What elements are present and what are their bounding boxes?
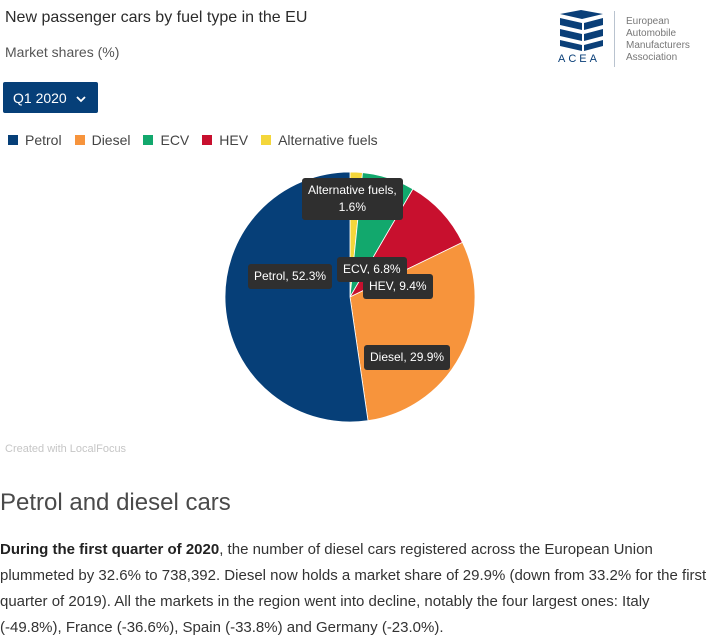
legend-label-alternative-fuels: Alternative fuels: [278, 132, 378, 148]
chart-credit-link[interactable]: Created with LocalFocus: [5, 443, 127, 455]
legend-label-petrol: Petrol: [25, 132, 62, 148]
logo-divider: [614, 11, 615, 67]
legend-swatch-diesel: [74, 135, 85, 145]
legend-swatch-ecv: [143, 135, 154, 145]
pie-chart: [224, 171, 476, 423]
chart-title: New passenger cars by fuel type in the E…: [5, 9, 308, 26]
slice-label-alternative-fuels: Alternative fuels, 1.6%: [302, 178, 403, 220]
period-dropdown[interactable]: Q1 2020: [3, 82, 98, 113]
chart-subtitle: Market shares (%): [5, 44, 120, 60]
acea-full-name: European Automobile Manufacturers Associ…: [626, 16, 690, 63]
legend-item-hev[interactable]: HEV: [202, 132, 248, 148]
legend-item-diesel[interactable]: Diesel: [74, 132, 131, 148]
legend-swatch-petrol: [8, 135, 18, 145]
legend-label-hev: HEV: [219, 132, 249, 148]
acea-cube-icon: [560, 10, 603, 51]
legend-item-alternative-fuels[interactable]: Alternative fuels: [261, 132, 378, 148]
legend-swatch-alternative-fuels: [261, 135, 272, 145]
chart-legend: Petrol Diesel ECV HEV Alternative fuels: [8, 132, 391, 148]
legend-swatch-hev: [202, 135, 213, 145]
legend-item-ecv[interactable]: ECV: [143, 132, 189, 148]
article-paragraph: During the first quarter of 2020, the nu…: [0, 537, 714, 641]
legend-item-petrol[interactable]: Petrol: [8, 132, 62, 148]
article-body: , the number of diesel cars registered a…: [0, 541, 707, 636]
slice-label-petrol: Petrol, 52.3%: [248, 264, 333, 289]
legend-label-ecv: ECV: [160, 132, 190, 148]
chevron-down-icon: [76, 90, 86, 106]
article-lead: During the first quarter of 2020: [0, 541, 220, 558]
slice-label-hev: HEV, 9.4%: [363, 274, 433, 299]
pie-slice-petrol[interactable]: [224, 171, 369, 423]
acea-wordmark: ACEA: [558, 53, 600, 65]
slice-label-diesel: Diesel, 29.9%: [364, 345, 451, 370]
legend-label-diesel: Diesel: [91, 132, 131, 148]
section-heading: Petrol and diesel cars: [0, 489, 231, 516]
period-dropdown-value: Q1 2020: [13, 89, 67, 106]
